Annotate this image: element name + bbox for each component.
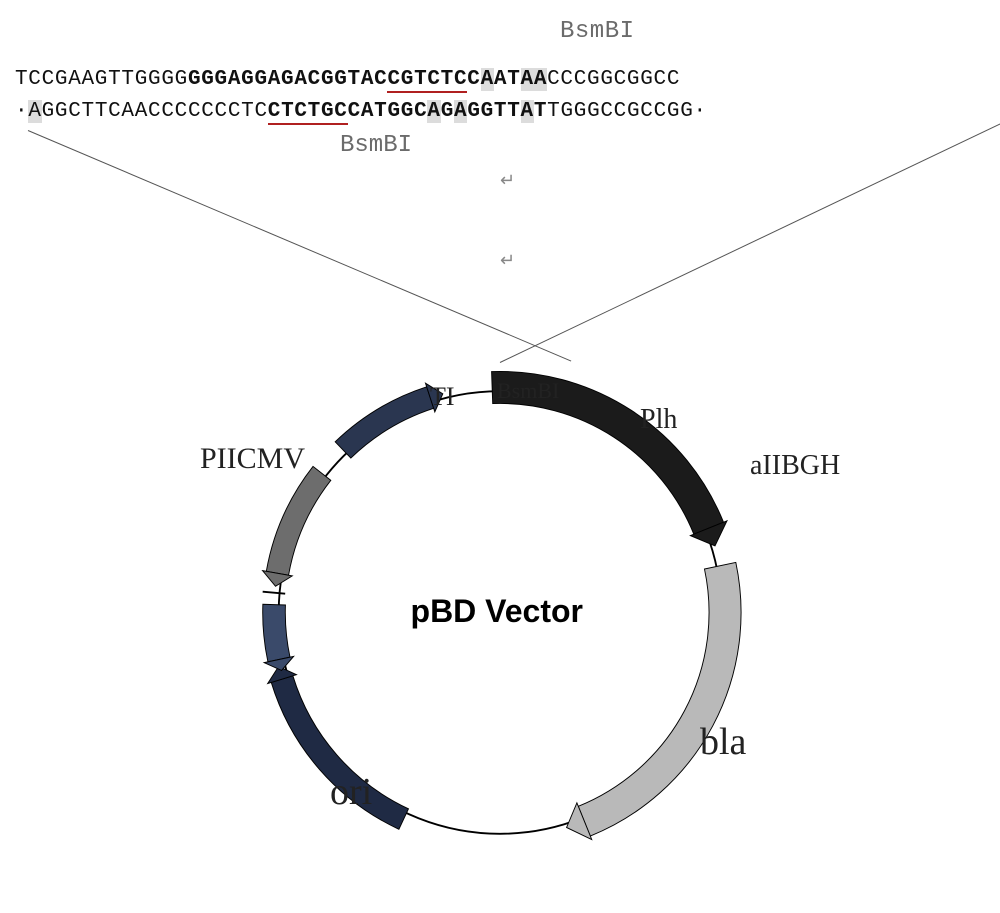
ti-arc xyxy=(263,604,290,662)
plh-arc xyxy=(266,466,331,575)
connector-left xyxy=(28,130,571,361)
enzyme-label-top: BsmBI xyxy=(560,18,635,45)
seq-bot-right: TGGGCCGCCGG xyxy=(547,100,693,123)
ori-arc xyxy=(578,562,741,836)
plasmid-svg: pBD Vector xyxy=(80,330,920,895)
enzyme-label-mid: BsmBI xyxy=(340,132,412,159)
label-ti: TI xyxy=(430,382,455,412)
label-bsmbi: BsmBI xyxy=(497,378,559,404)
connector-right xyxy=(500,104,1000,363)
seq-bot-center-bold: CTCTGCCATGGCAGAGGTTAT xyxy=(268,100,547,125)
label-piicmv: PIICMV xyxy=(200,442,305,476)
sequence-top-strand: TCCGAAGTTGGGGGGGAGGAGACGGTACCGTCTCCAATAA… xyxy=(15,68,680,91)
seq-top-left: TCCGAAGTTGGGG xyxy=(15,68,188,91)
seq-bot-prefix-dot: · xyxy=(15,100,28,123)
plasmid-name: pBD Vector xyxy=(411,593,583,629)
seq-top-right: CCCGGCGGCC xyxy=(547,68,680,91)
label-aiibgh: aIIBGH xyxy=(750,450,840,482)
bsmbi-tick xyxy=(263,592,286,594)
sequence-bottom-strand: ·AGGCTTCAACCCCCCCTCCTCTGCCATGGCAGAGGTTAT… xyxy=(15,100,707,123)
label-bla: bla xyxy=(700,720,746,764)
paragraph-mark-2: ↵ xyxy=(500,250,515,272)
figure-root: BsmBI TCCGAAGTTGGGGGGGAGGAGACGGTACCGTCTC… xyxy=(0,0,1000,913)
paragraph-mark-1: ↵ xyxy=(500,170,515,192)
seq-top-underline: CGTCTC xyxy=(387,68,467,93)
seq-bot-underline: CTCTGC xyxy=(268,100,348,125)
label-ori: ori xyxy=(330,770,372,814)
label-plh: Plh xyxy=(640,404,677,436)
aibgh-arc xyxy=(335,387,433,458)
seq-bot-suffix-dot: · xyxy=(694,100,707,123)
seq-top-center-bold: GGGAGGAGACGGTACCGTCTCCAATAA xyxy=(188,68,547,93)
